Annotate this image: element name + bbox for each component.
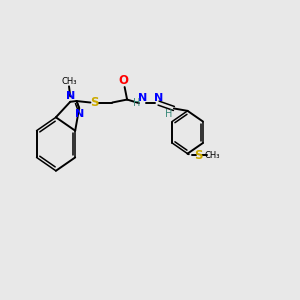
Text: S: S [90,96,99,109]
Text: N: N [75,109,84,119]
Text: N: N [138,93,147,103]
Text: CH₃: CH₃ [204,151,220,160]
Text: CH₃: CH₃ [61,77,77,86]
Text: H: H [165,109,172,119]
Text: N: N [154,93,163,103]
Text: H: H [133,98,141,108]
Text: O: O [118,74,128,87]
Text: N: N [66,92,75,101]
Text: S: S [194,148,203,162]
